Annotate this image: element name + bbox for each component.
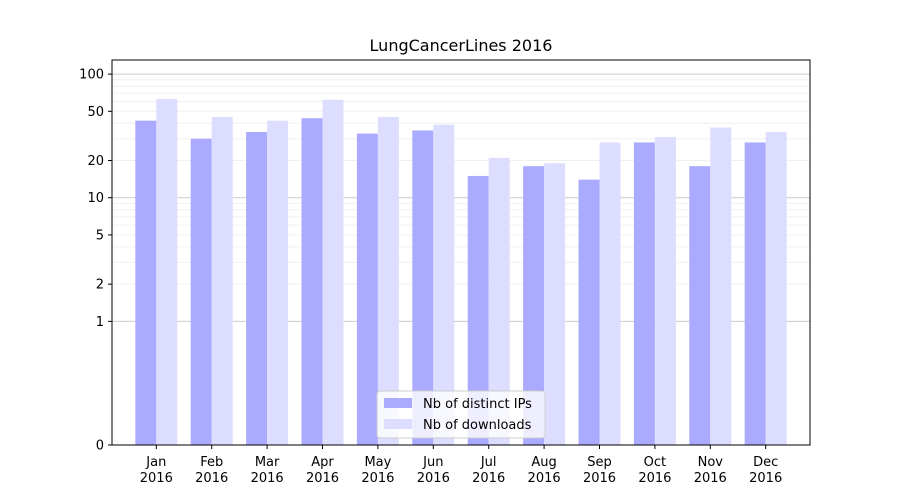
x-tick-label-year: 2016 [251, 471, 284, 486]
bar-ips [190, 138, 212, 446]
bar-ips [578, 179, 600, 446]
x-tick-label-month: Dec [753, 455, 778, 470]
bar-ips [412, 130, 434, 445]
bar-downloads [710, 127, 732, 446]
legend-box [376, 390, 546, 439]
x-tick-label-month: May [364, 455, 391, 470]
x-tick-label-month: Jun [422, 455, 443, 470]
bar-ips [301, 118, 323, 446]
x-tick-label-month: Mar [255, 455, 280, 470]
bar-downloads [211, 116, 233, 445]
legend-swatch-downloads [384, 419, 412, 429]
x-tick-label-month: Apr [311, 455, 334, 470]
x-tick-label-year: 2016 [638, 471, 671, 486]
bar-ips [467, 175, 489, 445]
bar-downloads [156, 98, 178, 445]
y-tick-label: 2 [96, 278, 104, 293]
bar-downloads [488, 157, 510, 446]
x-tick-label-year: 2016 [306, 471, 339, 486]
bar-downloads [267, 120, 289, 446]
x-tick-label-year: 2016 [749, 471, 782, 486]
y-tick-label: 0 [96, 439, 104, 454]
y-tick-label: 50 [87, 105, 104, 120]
x-tick-label-year: 2016 [195, 471, 228, 486]
x-tick-label-year: 2016 [140, 471, 173, 486]
bar-ips [744, 142, 766, 445]
x-tick-label-year: 2016 [472, 471, 505, 486]
bar-downloads [322, 99, 344, 445]
legend-label-downloads: Nb of downloads [423, 418, 532, 433]
x-tick-label-month: Nov [698, 455, 724, 470]
y-axis: 0 1 2 5 10 20 50 100 [79, 68, 112, 454]
bar-ips [135, 120, 157, 446]
plot-frame [111, 59, 811, 446]
bar-downloads [599, 142, 621, 445]
x-tick-label-month: Feb [200, 455, 223, 470]
x-axis: Jan2016Feb2016Mar2016Apr2016May2016Jun20… [140, 445, 782, 486]
bar-ips [689, 166, 711, 445]
bar-downloads [433, 124, 455, 445]
x-tick-label-month: Aug [531, 455, 556, 470]
x-tick-label-year: 2016 [361, 471, 394, 486]
bar-downloads [765, 132, 787, 446]
bar-downloads [544, 163, 566, 445]
x-tick-label-year: 2016 [583, 471, 616, 486]
x-tick-label-month: Sep [587, 455, 612, 470]
y-tick-label: 1 [96, 315, 104, 330]
bar-ips [633, 142, 655, 445]
x-tick-label-year: 2016 [528, 471, 561, 486]
bar-downloads [654, 136, 676, 445]
y-tick-label: 10 [87, 191, 104, 206]
y-tick-label: 5 [96, 228, 104, 243]
bar-ips [356, 133, 378, 445]
bar-ips [246, 132, 268, 446]
chart-title: LungCancerLines 2016 [370, 36, 553, 55]
legend: Nb of distinct IPs Nb of downloads [376, 390, 546, 439]
x-tick-label-year: 2016 [417, 471, 450, 486]
x-tick-label-month: Oct [644, 455, 666, 470]
x-tick-label-month: Jan [145, 455, 166, 470]
legend-swatch-ips [384, 398, 412, 408]
x-tick-label-month: Jul [480, 455, 497, 470]
bars [135, 98, 787, 446]
bar-ips [523, 166, 545, 445]
legend-label-ips: Nb of distinct IPs [423, 397, 532, 412]
x-tick-label-year: 2016 [694, 471, 727, 486]
bar-downloads [377, 116, 399, 445]
y-tick-label: 20 [87, 154, 104, 169]
y-tick-label: 100 [79, 68, 104, 83]
